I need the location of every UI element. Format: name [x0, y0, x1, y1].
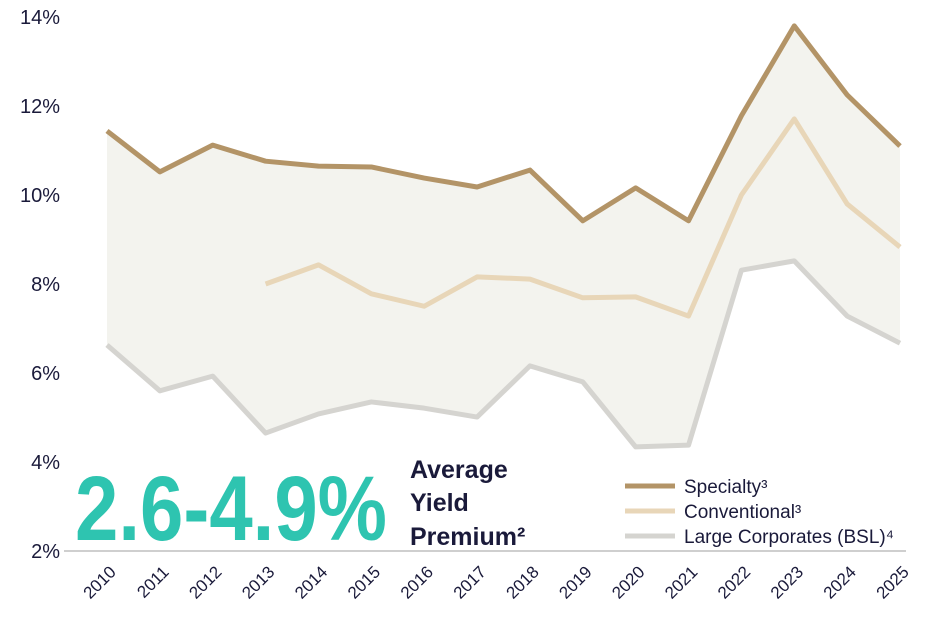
- x-tick-label: 2014: [291, 562, 331, 602]
- series-line: [105, 23, 902, 224]
- x-tick-label: 2012: [185, 562, 225, 602]
- y-tick-label: 6%: [31, 363, 60, 385]
- x-tick-label: 2013: [238, 562, 278, 602]
- x-tick-label: 2020: [608, 562, 648, 602]
- y-tick-label: 4%: [31, 452, 60, 474]
- x-tick-label: 2010: [80, 562, 120, 602]
- x-tick-label: 2021: [661, 562, 701, 602]
- x-tick-label: 2017: [450, 562, 490, 602]
- x-tick-label: 2019: [555, 562, 595, 602]
- legend-label: Specialty³: [684, 477, 767, 498]
- premium-value: 2.6-4.9%: [75, 458, 387, 560]
- x-tick-label: 2018: [503, 562, 543, 602]
- y-tick-label: 12%: [20, 96, 60, 118]
- annotation-text: Average: [410, 456, 508, 484]
- series-line: [105, 258, 902, 450]
- y-tick-label: 2%: [31, 541, 60, 563]
- x-tick-label: 2022: [714, 562, 754, 602]
- x-tick-label: 2023: [767, 562, 807, 602]
- legend-label: Conventional³: [684, 502, 801, 523]
- y-tick-label: 14%: [20, 7, 60, 29]
- x-tick-label: 2015: [344, 562, 384, 602]
- y-tick-label: 10%: [20, 185, 60, 207]
- legend-label: Large Corporates (BSL)⁴: [684, 527, 894, 548]
- premium-area: [107, 25, 900, 447]
- x-tick-label: 2011: [133, 562, 172, 601]
- x-tick-label: 2025: [873, 562, 913, 602]
- x-tick-label: 2024: [820, 562, 860, 602]
- y-tick-label: 8%: [31, 274, 60, 296]
- annotation-text: Premium²: [410, 523, 525, 551]
- series-line: [264, 116, 902, 319]
- x-tick-label: 2016: [397, 562, 437, 602]
- annotation-text: Yield: [410, 489, 469, 517]
